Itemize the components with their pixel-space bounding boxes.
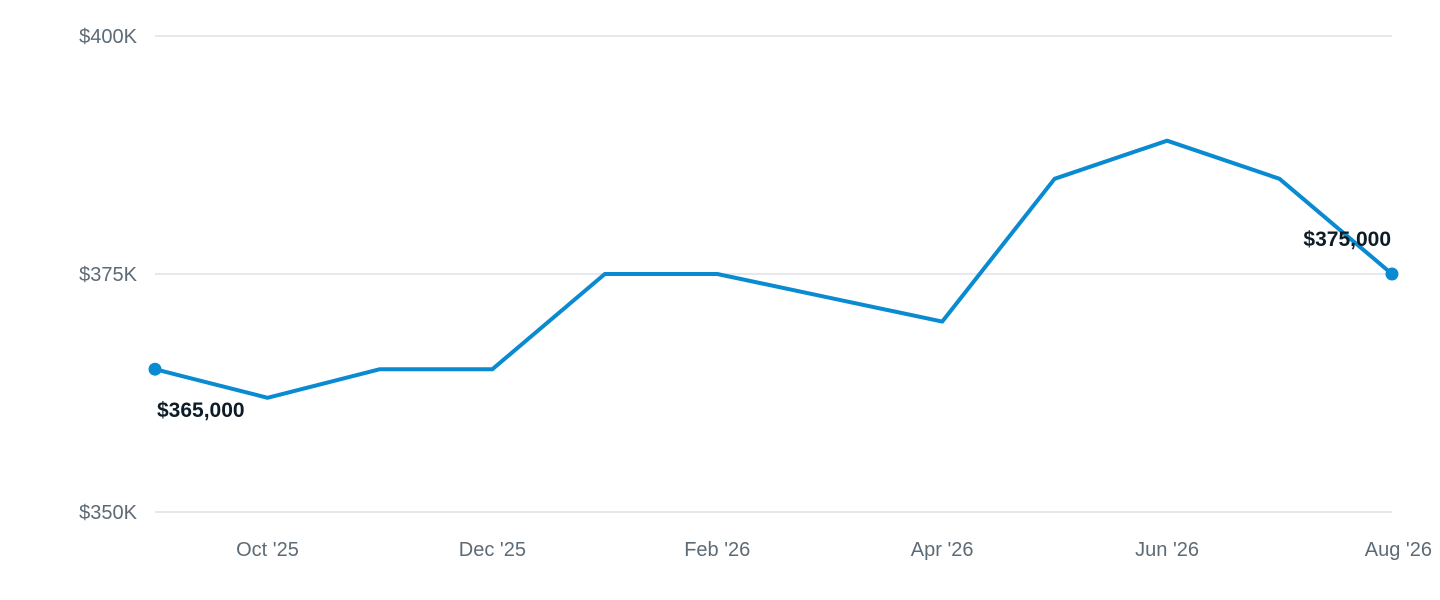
series-layer	[148, 138, 1399, 400]
y-axis: $350K $375K $400K	[79, 26, 137, 524]
x-tick-label: Oct '25	[236, 539, 299, 561]
data-label: $365,000	[157, 399, 245, 422]
series-line	[153, 138, 1394, 400]
x-tick-label: Aug '26	[1365, 539, 1432, 561]
y-tick-label: $350K	[79, 502, 137, 524]
x-tick-label: Jun '26	[1135, 539, 1199, 561]
data-label-layer: $365,000 $375,000	[157, 228, 1391, 422]
y-tick-label: $400K	[79, 26, 137, 48]
data-label: $375,000	[1303, 228, 1391, 251]
x-tick-label: Dec '25	[459, 539, 526, 561]
endpoint-marker	[148, 362, 162, 376]
endpoint-marker	[1385, 267, 1399, 281]
x-tick-label: Feb '26	[684, 539, 750, 561]
grid-layer	[155, 35, 1392, 513]
x-tick-label: Apr '26	[911, 539, 974, 561]
y-tick-label: $375K	[79, 264, 137, 286]
x-axis: Oct '25 Dec '25 Feb '26 Apr '26 Jun '26 Aug '…	[236, 539, 1432, 561]
